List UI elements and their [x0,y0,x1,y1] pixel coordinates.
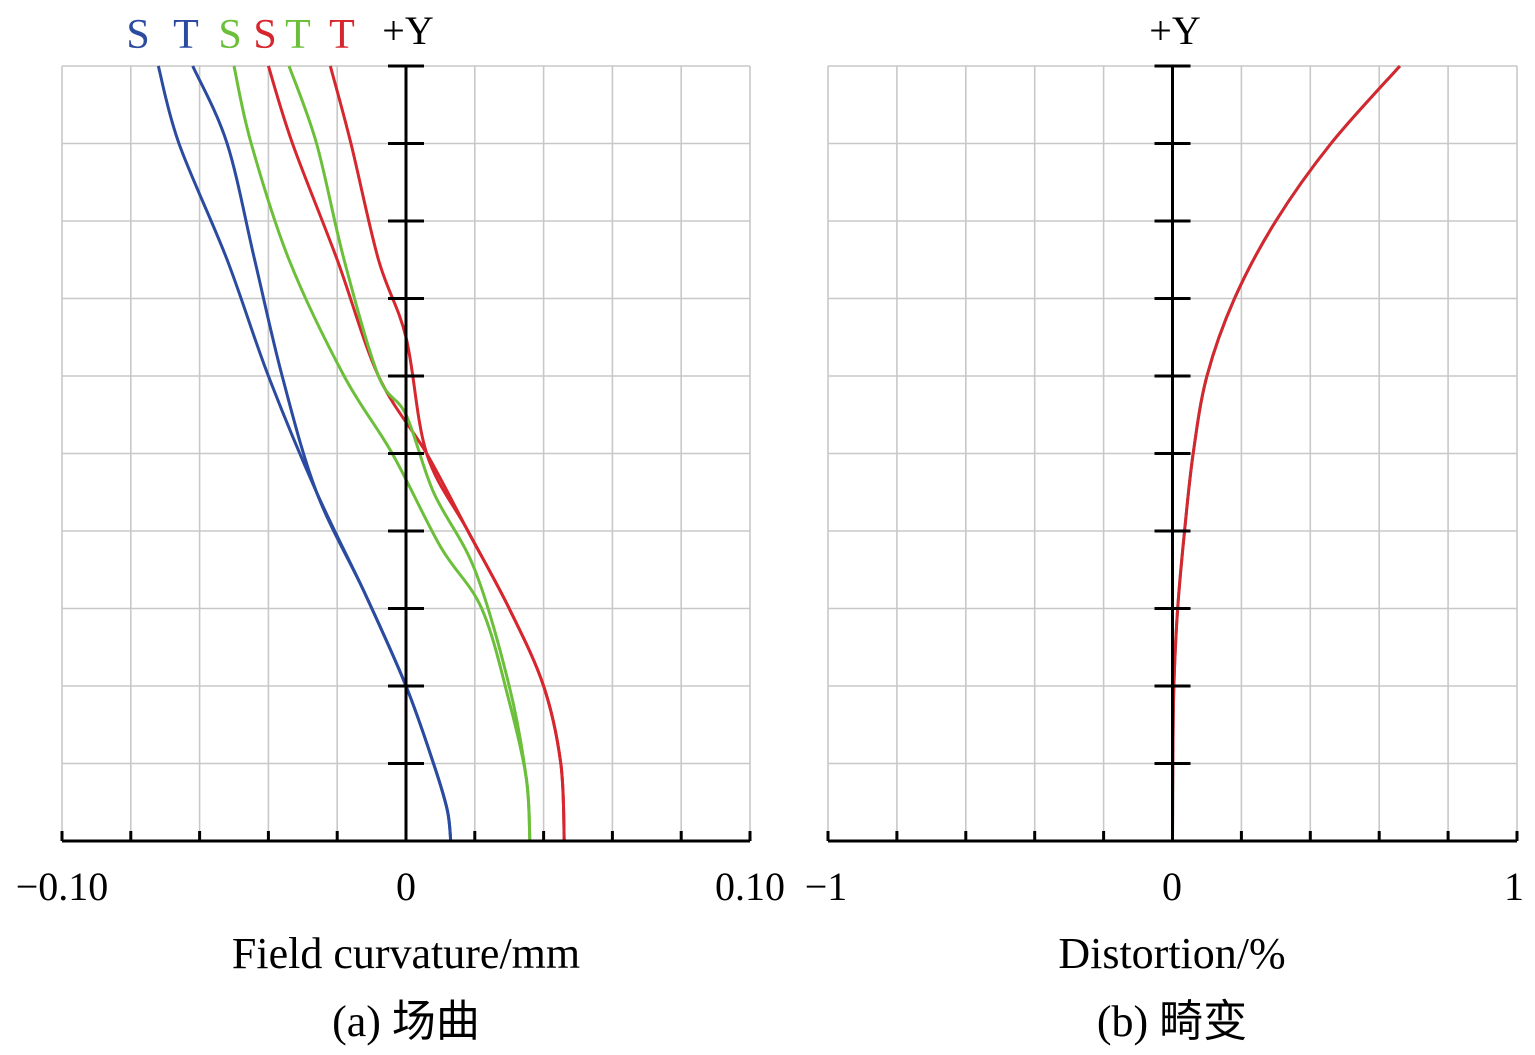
distortion-top-label: +Y [1149,8,1200,53]
series-line-t-5 [328,65,566,842]
legend-label: T [285,12,311,58]
series-line-s-2 [232,65,532,842]
distortion-panel: +Y −1 0 1 Distortion/% (b) 畸变 [805,8,1524,1046]
field-curvature-top-label: +Y [382,8,433,53]
distortion-grid [827,65,1518,842]
distortion-xtick-zero: 0 [1162,864,1182,909]
legend-label: S [126,12,149,58]
field-curvature-xtick-zero: 0 [396,864,416,909]
field-curvature-series-group [156,65,566,842]
distortion-xtick-max: 1 [1504,864,1524,909]
field-curvature-axes [60,64,752,843]
legend-label: T [329,12,355,58]
field-curvature-xtick-min: −0.10 [16,864,109,909]
field-curvature-xlabel: Field curvature/mm [232,929,580,978]
legend-label: S [218,12,241,58]
legend-label: S [253,12,276,58]
series-line-t-1 [191,65,453,842]
distortion-caption: (b) 畸变 [1097,997,1247,1046]
distortion-xtick-min: −1 [805,864,848,909]
series-line-t-4 [287,65,532,842]
field-curvature-caption: (a) 场曲 [332,997,480,1046]
legend-label: T [173,12,199,58]
distortion-xlabel: Distortion/% [1058,929,1285,978]
field-curvature-xtick-max: 0.10 [715,864,785,909]
distortion-axes [826,64,1519,843]
